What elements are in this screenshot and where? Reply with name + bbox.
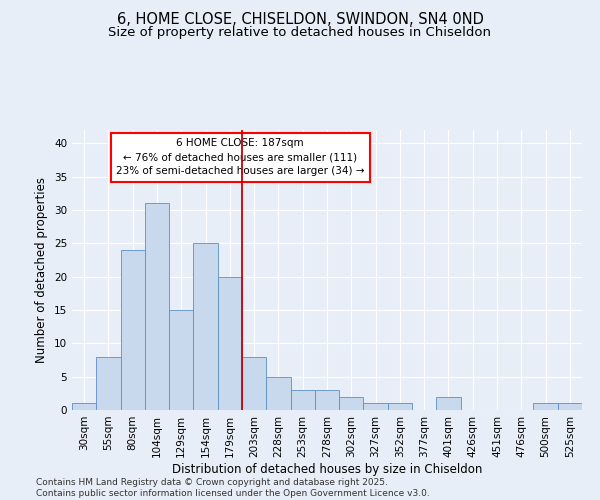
Bar <box>364 404 388 410</box>
Bar <box>290 390 315 410</box>
Bar <box>339 396 364 410</box>
Bar <box>266 376 290 410</box>
Text: Contains HM Land Registry data © Crown copyright and database right 2025.
Contai: Contains HM Land Registry data © Crown c… <box>36 478 430 498</box>
Bar <box>533 404 558 410</box>
Bar <box>315 390 339 410</box>
Bar <box>558 404 582 410</box>
X-axis label: Distribution of detached houses by size in Chiseldon: Distribution of detached houses by size … <box>172 462 482 475</box>
Bar <box>96 356 121 410</box>
Text: 6 HOME CLOSE: 187sqm
← 76% of detached houses are smaller (111)
23% of semi-deta: 6 HOME CLOSE: 187sqm ← 76% of detached h… <box>116 138 365 176</box>
Bar <box>121 250 145 410</box>
Bar <box>169 310 193 410</box>
Bar <box>242 356 266 410</box>
Bar <box>218 276 242 410</box>
Bar <box>145 204 169 410</box>
Bar <box>193 244 218 410</box>
Bar <box>72 404 96 410</box>
Bar <box>388 404 412 410</box>
Bar <box>436 396 461 410</box>
Y-axis label: Number of detached properties: Number of detached properties <box>35 177 49 363</box>
Text: 6, HOME CLOSE, CHISELDON, SWINDON, SN4 0ND: 6, HOME CLOSE, CHISELDON, SWINDON, SN4 0… <box>116 12 484 28</box>
Text: Size of property relative to detached houses in Chiseldon: Size of property relative to detached ho… <box>109 26 491 39</box>
